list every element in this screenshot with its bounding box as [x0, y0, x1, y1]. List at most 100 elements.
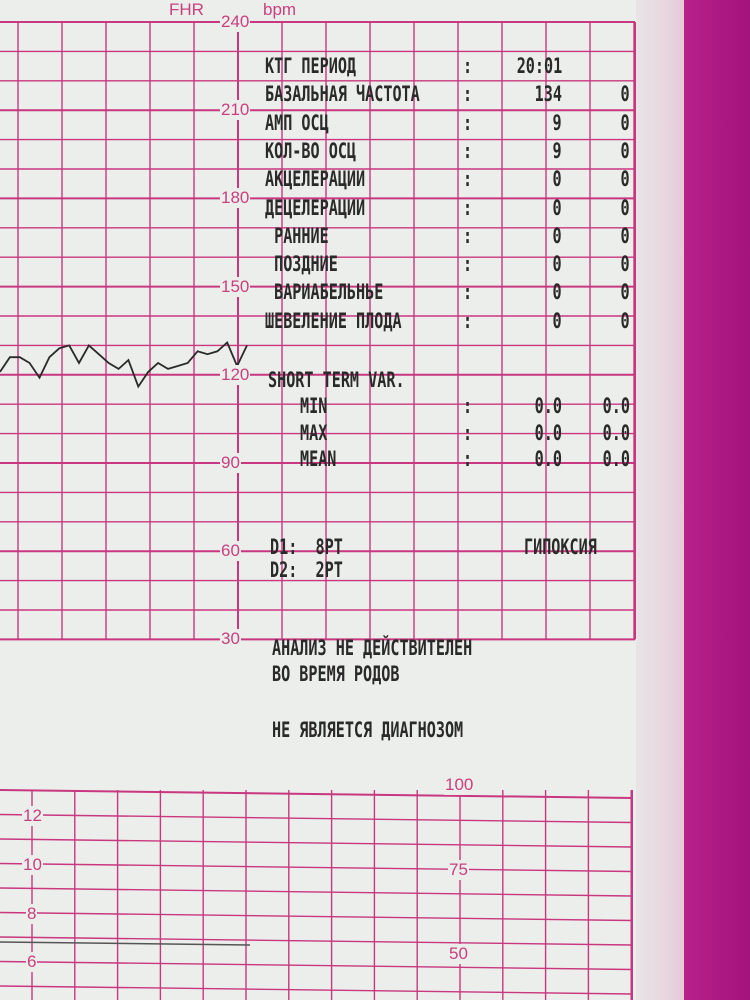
paper-edge	[636, 0, 686, 1000]
stv-title: SHORT TERM VAR.	[268, 368, 405, 392]
row-label: КТГ ПЕРИОД	[265, 54, 357, 78]
d2-score: D2: 2PT	[270, 558, 343, 582]
lower-grid-hline	[0, 911, 633, 922]
d1-score: D1: 8PT	[270, 535, 343, 559]
report-row: АКЦЕЛЕРАЦИИ: 0 0	[0, 165, 640, 193]
row-value-2: 0	[620, 223, 630, 248]
lower-right-tick-label: 100	[444, 775, 475, 795]
row-value-2: 0	[620, 195, 630, 220]
lower-right-tick-label: 50	[448, 944, 469, 964]
row-value-1: 0	[552, 252, 562, 277]
fhr-trace-line	[0, 340, 248, 389]
row-value-1: 0	[552, 308, 562, 333]
lower-grid-hline	[0, 789, 633, 799]
report-row: БАЗАЛЬНАЯ ЧАСТОТА: 134 0	[0, 80, 640, 108]
row-value-1: 0	[552, 280, 562, 305]
lower-right-tick-label: 75	[448, 860, 469, 880]
row-label: ВАРИАБЕЛЬНЬЕ	[265, 280, 384, 305]
row-separator: :	[463, 280, 473, 305]
row-separator: :	[463, 420, 473, 445]
row-label: АКЦЕЛЕРАЦИИ	[265, 167, 366, 192]
report-row: КОЛ-ВО ОСЦ: 9 0	[0, 137, 640, 165]
report-row: ВАРИАБЕЛЬНЬЕ: 0 0	[0, 278, 640, 306]
row-value-2: 0	[620, 308, 630, 333]
report-row: ДЕЦЕЛЕРАЦИИ: 0 0	[0, 194, 640, 222]
row-separator: :	[463, 223, 473, 248]
row-value-1: 0	[552, 195, 562, 220]
fhr-tick-label: 240	[220, 12, 251, 32]
report-row: MEAN: 0.0 0.0	[0, 445, 640, 473]
fhr-tick-label: 30	[220, 629, 241, 650]
row-label: MIN	[300, 394, 328, 418]
row-separator: :	[463, 447, 473, 471]
row-value-2: 0.0	[602, 394, 630, 418]
row-separator: :	[463, 138, 473, 163]
row-value-2: 0.0	[602, 420, 630, 445]
lower-left-tick-label: 10	[22, 855, 43, 875]
fhr-tick-label: 180	[220, 188, 251, 209]
fhr-tick-label: 150	[220, 276, 251, 297]
row-label: РАННИЕ	[265, 223, 329, 248]
toco-trace-line	[0, 941, 251, 946]
report-row: MAX: 0.0 0.0	[0, 419, 640, 447]
report-row: АМП ОСЦ: 9 0	[0, 109, 640, 137]
row-label: MAX	[300, 420, 328, 445]
lower-left-tick-label: 8	[26, 904, 38, 924]
fhr-tick-label: 90	[220, 453, 241, 473]
fhr-tick-label: 120	[220, 364, 251, 385]
row-value-2: 0	[620, 110, 630, 135]
note-line-2: ВО ВРЕМЯ РОДОВ	[272, 662, 400, 686]
fhr-tick-label: 210	[220, 100, 251, 121]
report-row: КТГ ПЕРИОД: 20:01	[0, 52, 640, 80]
magenta-folder	[684, 0, 750, 1000]
row-label: КОЛ-ВО ОСЦ	[265, 138, 357, 163]
row-separator: :	[463, 308, 473, 333]
report-row: ШЕВЕЛЕНИЕ ПЛОДА: 0 0	[0, 307, 640, 335]
row-separator: :	[463, 110, 473, 135]
row-value-2: 0	[620, 82, 630, 107]
row-value-1: 0	[552, 223, 562, 248]
row-value-1: 0	[552, 167, 562, 192]
row-value-2: 0	[620, 252, 630, 277]
row-label: ДЕЦЕЛЕРАЦИИ	[265, 195, 366, 220]
note-line-1: АНАЛИЗ НЕ ДЕЙСТВИТЕЛЕН	[272, 636, 473, 660]
row-separator: :	[463, 54, 473, 78]
row-value-1: 0.0	[534, 447, 562, 471]
fhr-axis-unit: bpm	[262, 0, 298, 20]
lower-grid-hline	[0, 813, 633, 824]
fhr-tick-label: 60	[220, 541, 241, 562]
row-value-1: 134	[534, 82, 562, 107]
lower-grid-hline	[0, 838, 633, 848]
note-line-3: НЕ ЯВЛЯЕТСЯ ДИАГНОЗОМ	[272, 718, 464, 742]
row-value-1: 0.0	[534, 394, 562, 418]
row-value-1: 0.0	[534, 420, 562, 445]
row-value-2: 0	[620, 167, 630, 192]
row-label: ПОЗДНИЕ	[265, 252, 338, 277]
report-row: РАННИЕ: 0 0	[0, 222, 640, 250]
fhr-axis-title: FHR	[168, 0, 205, 20]
row-separator: :	[463, 82, 473, 107]
row-separator: :	[463, 195, 473, 220]
lower-left-tick-label: 12	[22, 806, 43, 826]
row-value-2: 0	[620, 280, 630, 305]
row-value-1: 20:01	[516, 54, 562, 78]
row-label: ШЕВЕЛЕНИЕ ПЛОДА	[265, 308, 402, 333]
lower-grid-hline	[0, 887, 633, 897]
row-value-1: 9	[552, 110, 562, 135]
row-label: БАЗАЛЬНАЯ ЧАСТОТА	[265, 82, 420, 107]
row-separator: :	[463, 394, 473, 418]
row-value-2: 0.0	[602, 447, 630, 471]
row-separator: :	[463, 252, 473, 277]
lower-grid-hline	[0, 960, 633, 971]
row-separator: :	[463, 167, 473, 192]
report-row: MIN: 0.0 0.0	[0, 392, 640, 420]
lower-left-tick-label: 6	[26, 952, 38, 972]
lower-grid-hline	[0, 985, 633, 995]
report-row: ПОЗДНИЕ: 0 0	[0, 250, 640, 278]
row-value-2: 0	[620, 138, 630, 163]
verdict: ГИПОКСИЯ	[524, 535, 597, 559]
row-label: АМП ОСЦ	[265, 110, 329, 135]
row-label: MEAN	[300, 447, 337, 471]
lower-grid-hline	[0, 862, 633, 873]
